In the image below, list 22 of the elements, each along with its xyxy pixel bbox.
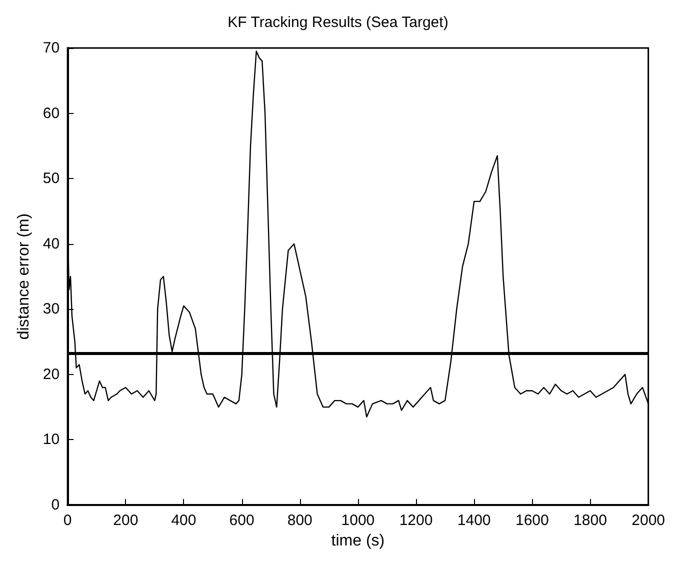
y-tick-label: 70: [42, 40, 60, 56]
x-tick-label: 1400: [457, 512, 491, 529]
x-tick-label: 1600: [515, 512, 549, 529]
x-tick-label: 1800: [574, 512, 607, 529]
y-tick-label: 20: [42, 366, 60, 383]
x-tick-label: 1200: [399, 512, 433, 529]
y-tick-label: 0: [51, 496, 60, 514]
y-axis-title: distance error (m): [16, 213, 32, 340]
x-tick-label: 1000: [341, 512, 375, 529]
x-tick-label: 2000: [632, 512, 666, 529]
chart-title: KF Tracking Results (Sea Target): [228, 14, 448, 31]
x-tick-label: 600: [229, 512, 254, 529]
x-tick-label: 800: [287, 512, 312, 529]
y-tick-label: 10: [42, 431, 60, 448]
y-tick-label: 30: [42, 300, 60, 318]
y-tick-label: 50: [42, 170, 60, 188]
x-tick-label: 400: [171, 512, 196, 529]
x-tick-label: 0: [63, 512, 72, 529]
x-tick-label: 200: [113, 512, 138, 529]
y-tick-label: 40: [42, 235, 60, 252]
x-axis-title: time (s): [331, 532, 385, 550]
y-tick-label: 60: [42, 104, 60, 122]
